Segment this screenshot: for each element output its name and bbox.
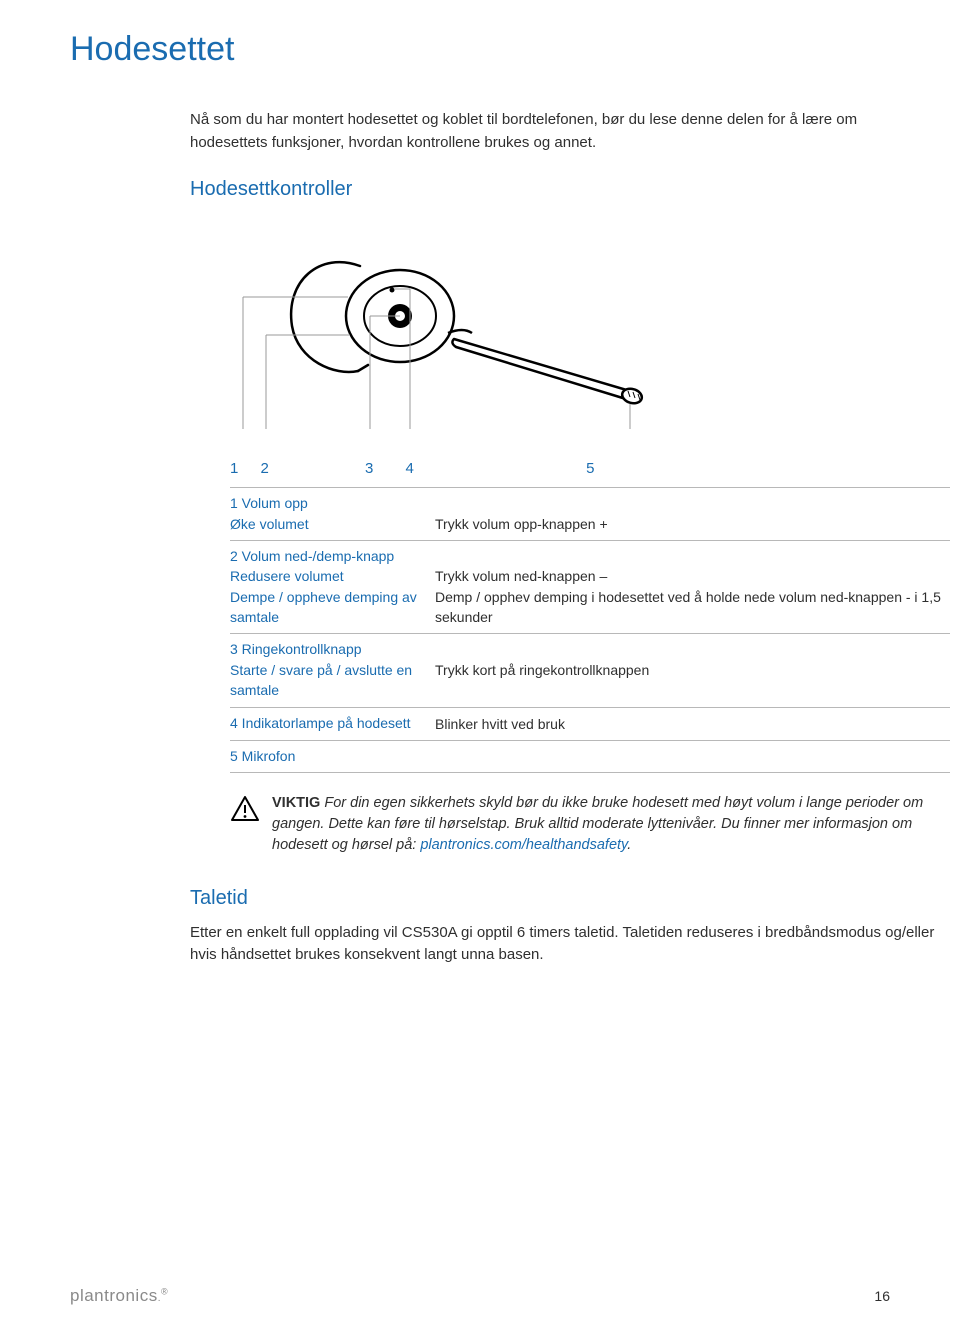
row1-right: Trykk volum opp-knappen + xyxy=(435,514,950,534)
row3-left: Starte / svare på / avslutte en samtale xyxy=(230,660,425,701)
row2b-left: Dempe / oppheve demping av samtale xyxy=(230,587,425,628)
callout-5: 5 xyxy=(586,460,594,477)
row4-left: 4 Indikatorlampe på hodesett xyxy=(230,714,425,734)
section-heading-talktime: Taletid xyxy=(190,887,890,910)
page-number: 16 xyxy=(874,1288,890,1304)
diagram-callout-numbers: 1 2 3 4 5 xyxy=(230,460,890,477)
notice-tail: . xyxy=(627,837,631,853)
callout-2: 2 xyxy=(261,460,269,477)
safety-notice: VIKTIG For din egen sikkerhets skyld bør… xyxy=(230,793,950,856)
controls-table: 1 Volum opp Øke volumet Trykk volum opp-… xyxy=(230,487,950,773)
headset-diagram xyxy=(230,221,890,446)
row1-title: 1 Volum opp xyxy=(230,494,425,514)
intro-paragraph: Nå som du har montert hodesettet og kobl… xyxy=(190,109,890,154)
section-heading-controls: Hodesettkontroller xyxy=(190,178,890,201)
notice-link-text: plantronics.com/healthandsafety xyxy=(420,837,627,853)
row2a-left: Redusere volumet xyxy=(230,566,425,586)
brand-logo: plantronics.® xyxy=(70,1286,168,1306)
row3-right: Trykk kort på ringekontrollknappen xyxy=(435,660,950,680)
row4-right: Blinker hvitt ved bruk xyxy=(435,714,950,734)
row1-left: Øke volumet xyxy=(230,514,425,534)
callout-1: 1 xyxy=(230,460,238,477)
warning-icon xyxy=(230,795,260,830)
callout-4: 4 xyxy=(406,460,414,477)
row2-title: 2 Volum ned-/demp-knapp xyxy=(230,547,425,567)
notice-lead: VIKTIG xyxy=(272,795,320,811)
row3-title: 3 Ringekontrollknapp xyxy=(230,640,425,660)
row5-left: 5 Mikrofon xyxy=(230,747,425,767)
row2b-right: Demp / opphev demping i hodesettet ved å… xyxy=(435,587,950,628)
page-title: Hodesettet xyxy=(70,30,890,69)
talktime-paragraph: Etter en enkelt full opplading vil CS530… xyxy=(190,922,950,967)
row2a-right: Trykk volum ned-knappen – xyxy=(435,566,950,586)
callout-3: 3 xyxy=(365,460,373,477)
